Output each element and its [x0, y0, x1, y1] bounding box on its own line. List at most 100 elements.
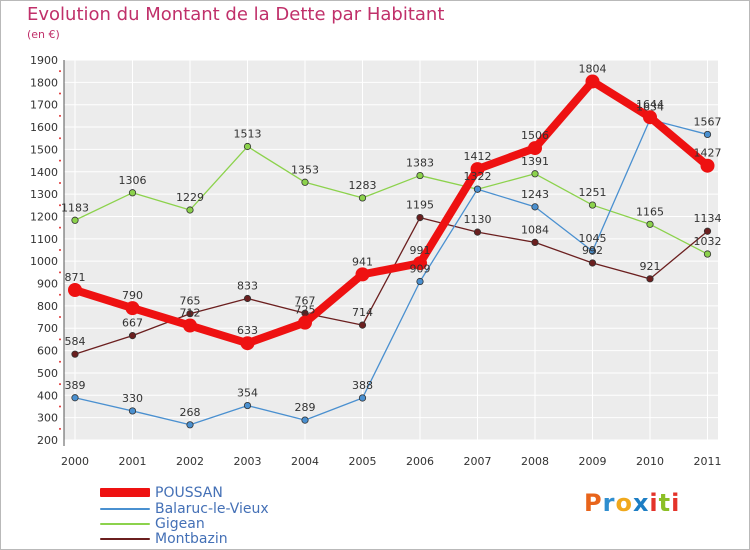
y-minor-tick [59, 137, 61, 140]
data-point [416, 171, 424, 180]
y-tick-label: 1100 [30, 233, 58, 246]
data-point [128, 332, 137, 340]
data-point [125, 301, 140, 316]
data-label: 1251 [579, 186, 607, 199]
y-minor-tick [59, 427, 61, 430]
y-minor-tick [59, 181, 61, 184]
y-tick-label: 700 [37, 322, 58, 335]
data-label: 1045 [579, 232, 607, 245]
data-label: 388 [352, 379, 373, 392]
data-point [71, 216, 79, 224]
chart-subtitle: (en €) [27, 28, 60, 41]
data-label: 992 [582, 244, 603, 257]
data-label: 765 [180, 295, 201, 308]
y-minor-tick [59, 405, 61, 408]
legend-item: Montbazin [100, 531, 228, 546]
data-point [243, 294, 252, 303]
data-label: 1183 [61, 201, 89, 214]
y-tick-label: 1900 [30, 54, 58, 67]
data-point [700, 158, 715, 173]
data-point [358, 194, 367, 202]
data-point [646, 275, 654, 283]
data-point [71, 350, 79, 358]
data-point [588, 247, 597, 255]
series-line-gigean [74, 145, 709, 255]
y-tick-label: 1600 [30, 121, 58, 134]
data-label: 909 [410, 263, 431, 276]
data-label: 1634 [636, 100, 664, 113]
y-tick-label: 200 [37, 434, 58, 447]
data-label: 1804 [579, 62, 607, 75]
data-label: 1391 [521, 155, 549, 168]
data-point [358, 321, 367, 329]
y-tick-label: 900 [37, 278, 58, 291]
data-point [473, 185, 482, 193]
x-tick-label: 2000 [61, 455, 89, 468]
data-point [531, 170, 539, 178]
y-tick-label: 1700 [30, 99, 58, 112]
y-minor-tick [59, 271, 61, 274]
data-point [416, 213, 424, 222]
data-point [240, 336, 255, 351]
data-point [588, 259, 597, 267]
data-label: 354 [237, 387, 258, 400]
chart-title: Evolution du Montant de la Dette par Hab… [27, 4, 445, 25]
legend-item: Gigean [100, 516, 205, 531]
y-tick-label: 1500 [30, 143, 58, 156]
data-point [68, 283, 82, 298]
legend-label: Balaruc-le-Vieux [155, 500, 269, 517]
y-tick-label: 1300 [30, 188, 58, 201]
data-label: 1412 [464, 150, 492, 163]
x-tick-label: 2001 [119, 455, 147, 468]
legend-label: Montbazin [155, 530, 228, 547]
data-point [531, 238, 539, 246]
y-minor-tick [59, 316, 61, 319]
data-point [531, 203, 539, 211]
data-point [186, 310, 194, 318]
data-label: 289 [295, 401, 316, 414]
data-point [413, 256, 427, 271]
data-label: 767 [295, 294, 316, 307]
legend-swatch [100, 488, 150, 497]
y-tick-label: 1200 [30, 210, 58, 223]
y-minor-tick [59, 383, 61, 386]
data-label: 1032 [694, 235, 722, 248]
data-point [473, 228, 482, 236]
data-point [703, 250, 712, 258]
x-tick-label: 2008 [521, 455, 549, 468]
y-tick-label: 500 [37, 367, 58, 380]
data-point [588, 201, 597, 209]
data-point [643, 110, 657, 125]
y-minor-tick [59, 360, 61, 363]
legend-label: Gigean [155, 515, 205, 532]
y-tick-label: 1400 [30, 166, 58, 179]
data-label: 712 [180, 307, 201, 320]
y-minor-tick [59, 293, 61, 296]
data-label: 1353 [291, 163, 319, 176]
data-point [186, 421, 194, 429]
y-tick-label: 300 [37, 412, 58, 425]
data-point [128, 189, 137, 197]
data-label: 633 [237, 324, 258, 337]
x-tick-label: 2006 [406, 455, 434, 468]
data-label: 584 [65, 335, 86, 348]
y-tick-label: 1800 [30, 76, 58, 89]
data-label: 1322 [464, 170, 492, 183]
data-label: 1383 [406, 157, 434, 170]
series-line-balaruc-le-vieux [74, 118, 709, 426]
legend-item: POUSSAN [100, 485, 223, 500]
data-label: 1229 [176, 191, 204, 204]
y-minor-tick [59, 159, 61, 162]
y-tick-label: 1000 [30, 255, 58, 268]
y-tick-label: 600 [37, 345, 58, 358]
data-label: 921 [640, 260, 661, 273]
y-tick-label: 800 [37, 300, 58, 313]
data-point [470, 162, 485, 177]
x-tick-label: 2002 [176, 455, 204, 468]
x-tick-label: 2009 [579, 455, 607, 468]
y-minor-tick [59, 92, 61, 95]
proxiti-logo: Proxiti [584, 489, 681, 517]
legend-swatch [100, 522, 150, 525]
data-label: 1134 [694, 212, 722, 225]
data-point [358, 394, 367, 402]
